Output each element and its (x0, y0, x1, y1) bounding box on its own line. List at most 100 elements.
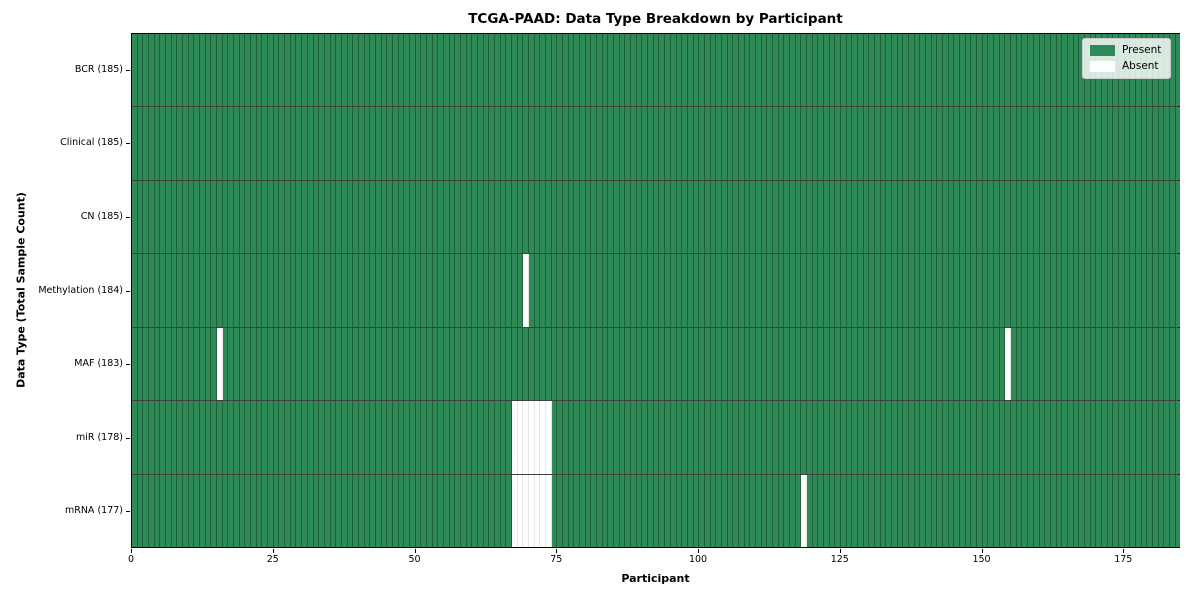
heatmap-cell (211, 180, 218, 254)
heatmap-cell (597, 401, 603, 474)
heatmap-cell (965, 401, 972, 474)
heatmap-cell (517, 474, 524, 547)
heatmap-cell (506, 401, 513, 474)
heatmap-cell (914, 474, 921, 547)
heatmap-cell (931, 401, 938, 474)
heatmap-cell (608, 401, 615, 474)
heatmap-cell (262, 107, 269, 180)
heatmap-cell (296, 474, 303, 547)
heatmap-cell (1005, 107, 1012, 180)
heatmap-cell (557, 254, 564, 327)
heatmap-cell (1113, 327, 1119, 401)
heatmap-cell (806, 107, 813, 180)
heatmap-cell (211, 474, 218, 547)
heatmap-cell (568, 254, 575, 327)
heatmap-cell (177, 401, 184, 474)
heatmap-cell (903, 254, 910, 327)
heatmap-cell (682, 180, 688, 254)
heatmap-cell (687, 474, 694, 547)
heatmap-cell (1124, 327, 1131, 401)
heatmap-cell (886, 474, 893, 547)
heatmap-cell (863, 327, 870, 401)
heatmap-cell (245, 327, 252, 401)
heatmap-cell (585, 34, 592, 107)
heatmap-cell (937, 474, 944, 547)
heatmap-cell (1073, 180, 1080, 254)
heatmap-cell (597, 34, 603, 107)
heatmap-cell (699, 474, 705, 547)
heatmap-cell (971, 401, 978, 474)
heatmap-cell (755, 34, 762, 107)
heatmap-cell (273, 327, 280, 401)
heatmap-cell (432, 401, 439, 474)
heatmap-cell (200, 107, 206, 180)
heatmap-cell (381, 401, 388, 474)
heatmap-cell (460, 474, 467, 547)
heatmap-cell (205, 474, 212, 547)
heatmap-cell (341, 474, 348, 547)
heatmap-cell (977, 180, 983, 254)
heatmap-cell (597, 474, 603, 547)
heatmap-cell (994, 254, 1000, 327)
heatmap-cell (744, 180, 751, 254)
heatmap-cell (194, 34, 201, 107)
heatmap-cell (426, 327, 433, 401)
heatmap-cell (551, 254, 558, 327)
heatmap-cell (585, 254, 592, 327)
heatmap-cell (1096, 401, 1102, 474)
heatmap-cell (137, 401, 144, 474)
heatmap-cell (648, 327, 654, 401)
heatmap-cell (823, 107, 830, 180)
heatmap-cell (704, 474, 711, 547)
heatmap-cell (971, 474, 978, 547)
heatmap-cell (370, 474, 376, 547)
heatmap-cell (1130, 254, 1136, 327)
x-tick-mark (981, 549, 983, 553)
heatmap-cell (421, 401, 427, 474)
heatmap-cell (370, 401, 376, 474)
heatmap-cell (761, 180, 768, 254)
heatmap-cell (353, 34, 359, 107)
heatmap-cell (642, 474, 649, 547)
heatmap-cell (143, 34, 150, 107)
heatmap-cell (546, 180, 552, 254)
heatmap-cell (546, 401, 552, 474)
heatmap-cell (789, 180, 796, 254)
heatmap-cell (903, 34, 910, 107)
heatmap-row-cn (132, 180, 1181, 255)
heatmap-cell (171, 107, 178, 180)
heatmap-cell (744, 34, 751, 107)
heatmap-cell (954, 401, 961, 474)
heatmap-cell (721, 474, 728, 547)
heatmap-cell (597, 254, 603, 327)
heatmap-cell (982, 474, 989, 547)
heatmap-cell (1011, 401, 1017, 474)
heatmap-cell (353, 401, 359, 474)
heatmap-cell (767, 34, 773, 107)
heatmap-cell (1056, 327, 1063, 401)
heatmap-cell (1124, 401, 1131, 474)
heatmap-cell (443, 254, 450, 327)
heatmap-cell (364, 327, 371, 401)
heatmap-cell (279, 254, 286, 327)
heatmap-cell (1130, 107, 1136, 180)
heatmap-cell (1062, 254, 1068, 327)
heatmap-cell (1028, 327, 1034, 401)
heatmap-cell (319, 34, 325, 107)
heatmap-cell (778, 327, 785, 401)
heatmap-cell (460, 34, 467, 107)
heatmap-cell (455, 34, 461, 107)
chart-title: TCGA-PAAD: Data Type Breakdown by Partic… (468, 11, 843, 27)
heatmap-cell (1022, 34, 1029, 107)
heatmap-cell (772, 254, 779, 327)
heatmap-cell (625, 34, 632, 107)
plot-area (131, 33, 1181, 548)
heatmap-cell (568, 401, 575, 474)
heatmap-cell (313, 107, 320, 180)
heatmap-cell (727, 401, 734, 474)
heatmap-cell (1107, 107, 1114, 180)
heatmap-cell (398, 180, 405, 254)
heatmap-cell (846, 107, 853, 180)
heatmap-cell (563, 254, 569, 327)
heatmap-cell (1152, 180, 1159, 254)
